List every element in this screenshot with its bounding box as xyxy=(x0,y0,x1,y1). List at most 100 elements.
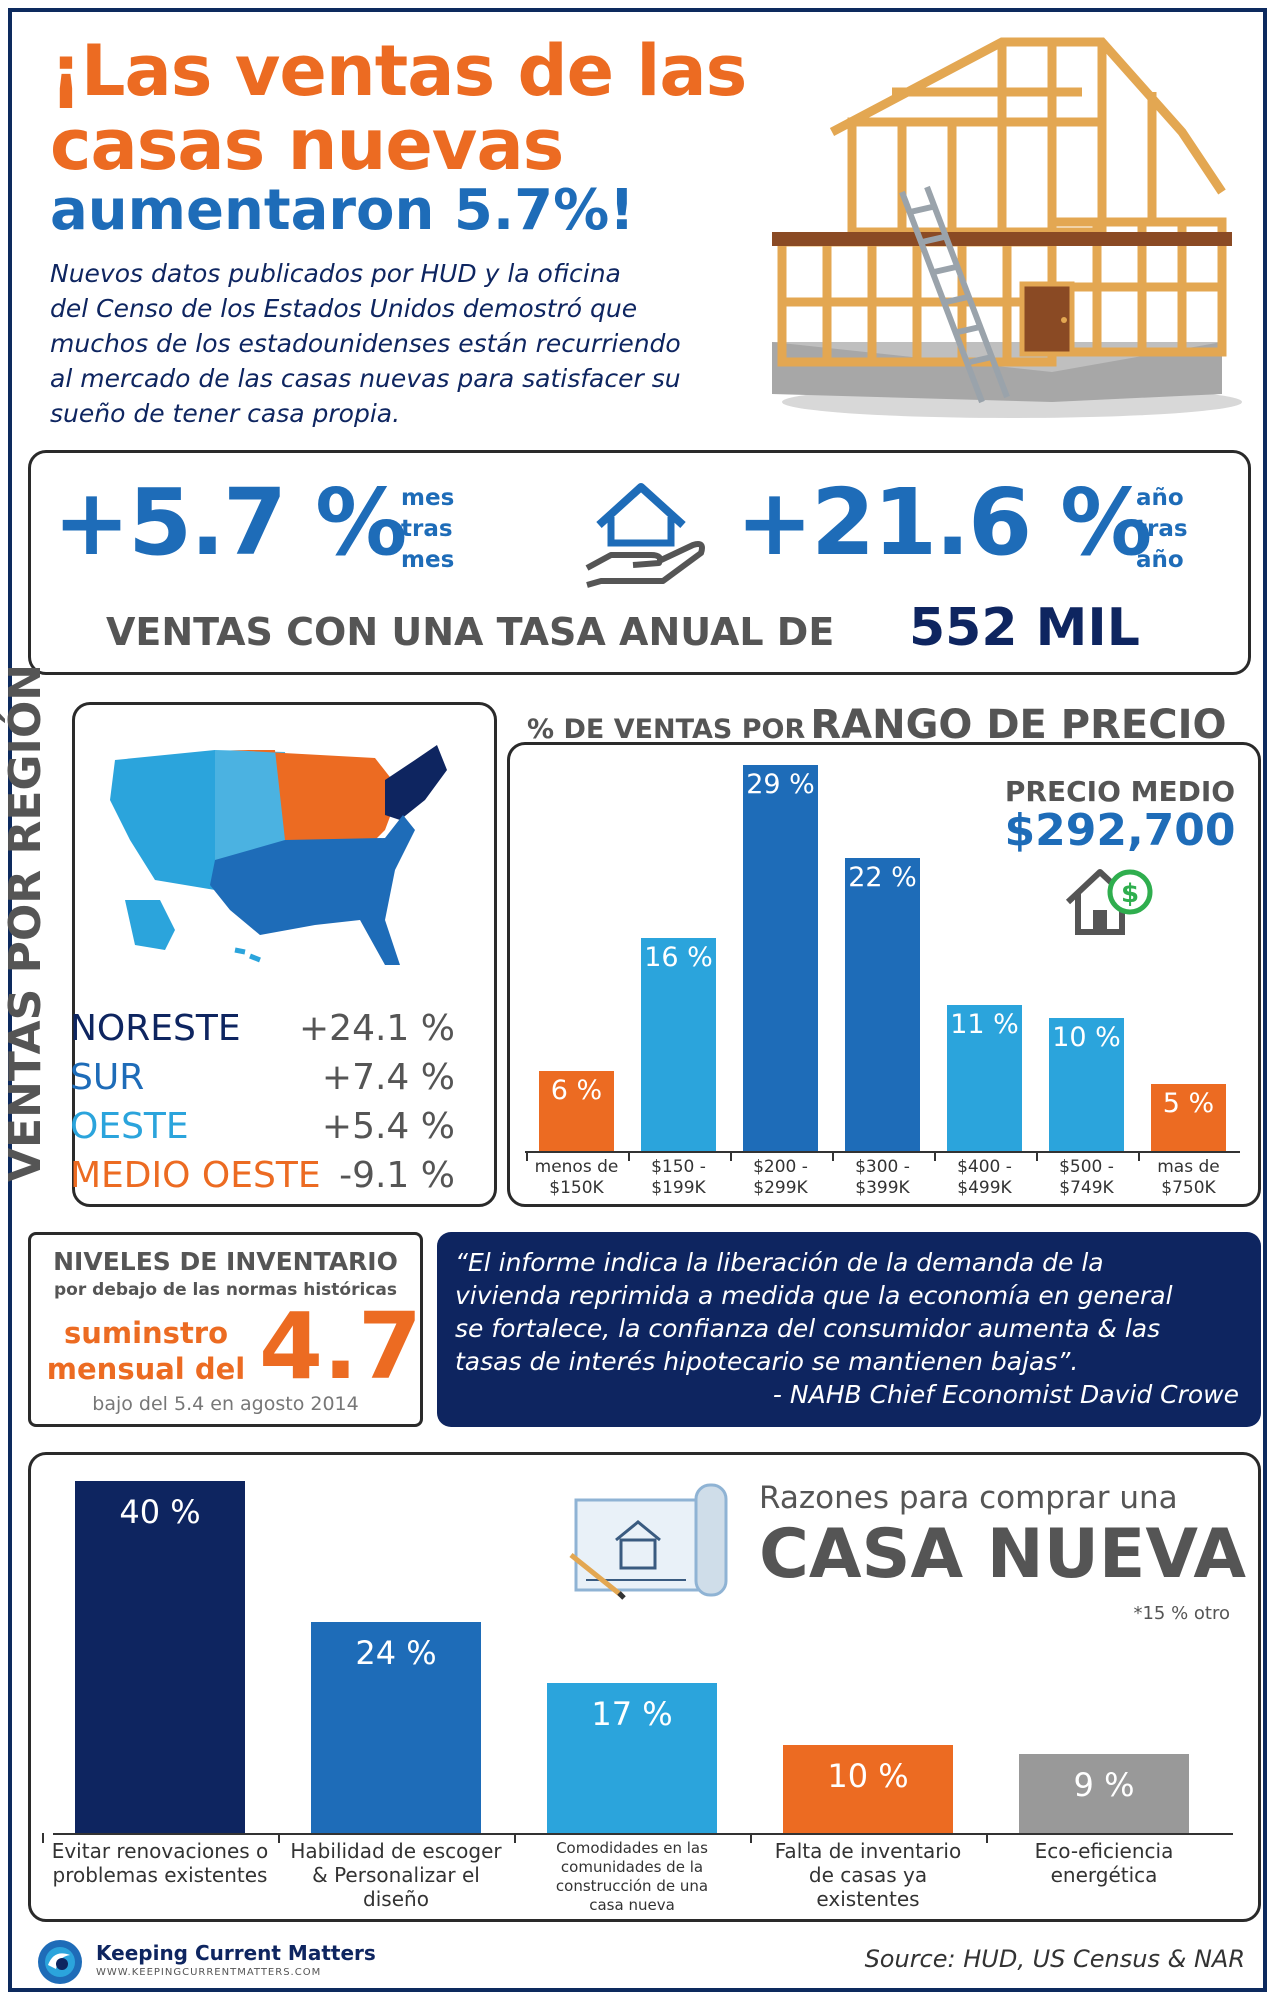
reasons-chart-plot: 40 % Evitar renovaciones o problemas exist… xyxy=(31,1455,1258,1919)
mom-label-line: mes xyxy=(401,547,455,573)
region-row-medio-oeste: MEDIO OESTE -9.1 % xyxy=(70,1152,455,1200)
quote-text: “El informe indica la liberación de la d… xyxy=(455,1246,1255,1378)
x-tick-label-line: $300 - xyxy=(855,1157,910,1177)
bar-value-label: 40 % xyxy=(119,1493,201,1531)
x-tick-label-line: Eco-eficiencia xyxy=(1034,1839,1174,1863)
bar-value-label: 24 % xyxy=(355,1634,437,1672)
x-tick-label: $150 - $199K xyxy=(629,1157,729,1199)
x-tick-label: $400 - $499K xyxy=(935,1157,1035,1199)
region-row-noreste: NORESTE +24.1 % xyxy=(70,1005,455,1053)
region-panel: NORESTE +24.1 % SUR +7.4 % OESTE +5.4 % … xyxy=(70,702,497,1207)
reasons-title-big: CASA NUEVA xyxy=(759,1515,1247,1594)
region-row-sur: SUR +7.4 % xyxy=(70,1054,455,1102)
house-dollar-icon: $ xyxy=(1065,869,1153,935)
region-value: -9.1 % xyxy=(339,1155,455,1196)
quote-author: - NAHB Chief Economist David Crowe xyxy=(772,1380,1239,1409)
bar-value-label: 16 % xyxy=(644,942,713,973)
region-name: OESTE xyxy=(70,1106,189,1147)
yoy-label: año tras año xyxy=(1136,483,1188,576)
price-chart-title-big: RANGO DE PRECIO xyxy=(810,702,1227,748)
median-price-label: PRECIO MEDIO xyxy=(1004,775,1236,808)
x-tick-label-line: Comodidades en las xyxy=(556,1839,708,1857)
brand-url: WWW.KEEPINGCURRENTMATTERS.COM xyxy=(96,1967,322,1978)
intro-line: muchos de los estadounidenses están recu… xyxy=(50,329,681,358)
x-tick-label: $200 - $299K xyxy=(731,1157,831,1199)
region-value: +5.4 % xyxy=(321,1106,455,1147)
bar: 5 % xyxy=(1151,1084,1226,1151)
title-line-3: aumentaron 5.7%! xyxy=(50,178,635,243)
bar-value-label: 10 % xyxy=(1052,1022,1121,1053)
bar: 11 % xyxy=(947,1005,1022,1151)
bar: 9 % xyxy=(1019,1754,1189,1833)
bar: 22 % xyxy=(845,858,920,1151)
x-tick-label-line: energética xyxy=(1050,1863,1158,1887)
mom-label-line: mes xyxy=(401,485,455,511)
intro-line: Nuevos datos publicados por HUD y la ofi… xyxy=(50,259,621,288)
bar-value-label: 29 % xyxy=(746,769,815,800)
x-tick xyxy=(525,1151,528,1161)
bar: 17 % xyxy=(547,1683,717,1833)
x-tick-label-line: $150K xyxy=(549,1178,604,1198)
x-tick xyxy=(729,1151,732,1161)
region-value: +7.4 % xyxy=(321,1057,455,1098)
x-tick-label-line: menos de xyxy=(534,1157,619,1177)
region-vertical-title: VENTAS POR REGIÓN xyxy=(0,663,51,1182)
supply-label: suminstro mensual del xyxy=(41,1315,251,1387)
svg-text:$: $ xyxy=(1121,879,1139,909)
region-name: NORESTE xyxy=(70,1008,241,1049)
x-tick-label: menos de $150K xyxy=(527,1157,627,1199)
reasons-panel: 40 % Evitar renovaciones o problemas exist… xyxy=(28,1452,1261,1922)
x-tick-label-line: de casas ya xyxy=(808,1863,928,1887)
quote-line: tasas de interés hipotecario se mantiene… xyxy=(455,1347,1079,1376)
x-tick xyxy=(278,1833,280,1843)
title-line-1: ¡Las ventas de las xyxy=(50,30,747,112)
x-tick-label-line: $500 - xyxy=(1059,1157,1114,1177)
bar: 10 % xyxy=(783,1745,953,1833)
bar: 6 % xyxy=(539,1071,614,1151)
inventory-subtitle: por debajo de las normas históricas xyxy=(54,1280,397,1300)
bar-value-label: 10 % xyxy=(827,1757,909,1795)
x-tick-label-line: mas de xyxy=(1157,1157,1220,1177)
x-tick-label: Comodidades en las comunidades de la const… xyxy=(514,1839,750,1915)
kcm-logo-icon xyxy=(38,1940,82,1984)
x-tick-label-line: $749K xyxy=(1059,1178,1114,1198)
bar: 40 % xyxy=(75,1481,245,1833)
x-tick xyxy=(986,1833,988,1843)
region-vertical-title-wrap: VENTAS POR REGIÓN xyxy=(0,663,80,1182)
x-tick-label: Eco-eficiencia energética xyxy=(986,1839,1222,1887)
yoy-label-line: año xyxy=(1136,547,1184,573)
x-tick-label-line: comunidades de la xyxy=(560,1858,704,1876)
sales-stats-panel: +5.7 % mes tras mes +21.6 % año tras año… xyxy=(28,450,1251,675)
yoy-label-line: tras xyxy=(1136,516,1188,542)
x-tick-label-line: casa nueva xyxy=(589,1896,675,1914)
reasons-title-small: Razones para comprar una xyxy=(759,1480,1178,1516)
inventory-note: bajo del 5.4 en agosto 2014 xyxy=(92,1393,359,1415)
price-chart-plot: 6 % menos de $150K 16 % $150 - $199K 29 % $200 … xyxy=(510,745,1258,1204)
x-tick-label-line: existentes xyxy=(816,1887,920,1911)
x-tick-label-line: diseño xyxy=(363,1887,429,1911)
intro-line: al mercado de las casas nuevas para sati… xyxy=(50,364,681,393)
x-tick xyxy=(933,1151,936,1161)
bar-value-label: 22 % xyxy=(848,862,917,893)
region-name: SUR xyxy=(70,1057,145,1098)
price-chart-title-small: % DE VENTAS POR xyxy=(527,714,806,745)
region-value: +24.1 % xyxy=(299,1008,455,1049)
x-tick xyxy=(1137,1151,1140,1161)
title-line-2: casas nuevas xyxy=(50,104,564,186)
x-tick-label: $500 - $749K xyxy=(1037,1157,1137,1199)
x-tick-label-line: $199K xyxy=(651,1178,706,1198)
mom-label-line: tras xyxy=(401,516,453,542)
x-tick-label: Evitar renovaciones o problemas existente… xyxy=(42,1839,278,1887)
x-tick-label-line: $299K xyxy=(753,1178,808,1198)
x-tick-label-line: Falta de inventario xyxy=(774,1839,962,1863)
quote-panel: “El informe indica la liberación de la d… xyxy=(437,1232,1261,1427)
x-tick-label-line: Habilidad de escoger xyxy=(290,1839,502,1863)
supply-label-line: mensual del xyxy=(46,1352,246,1386)
price-chart-panel: 6 % menos de $150K 16 % $150 - $199K 29 % $200 … xyxy=(507,742,1261,1207)
quote-line: vivienda reprimida a medida que la econo… xyxy=(455,1281,1173,1310)
house-frame-illustration xyxy=(772,37,1242,418)
blueprint-icon xyxy=(569,1483,728,1600)
yoy-label-line: año xyxy=(1136,485,1184,511)
x-tick xyxy=(750,1833,752,1843)
median-price-value: $292,700 xyxy=(1004,805,1236,856)
